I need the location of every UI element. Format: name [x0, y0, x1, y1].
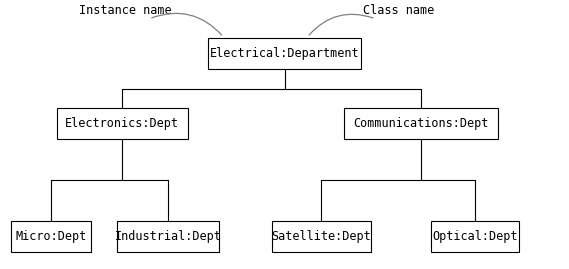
- FancyBboxPatch shape: [57, 108, 188, 139]
- Text: Micro:Dept: Micro:Dept: [15, 230, 87, 243]
- FancyBboxPatch shape: [11, 221, 91, 252]
- Text: Communications:Dept: Communications:Dept: [353, 117, 489, 130]
- FancyBboxPatch shape: [208, 38, 361, 69]
- Text: Electronics:Dept: Electronics:Dept: [65, 117, 179, 130]
- Text: Class name: Class name: [362, 4, 434, 17]
- Text: Electrical:Department: Electrical:Department: [210, 47, 359, 60]
- Text: Instance name: Instance name: [79, 4, 171, 17]
- Text: Optical:Dept: Optical:Dept: [432, 230, 518, 243]
- FancyBboxPatch shape: [271, 221, 371, 252]
- FancyBboxPatch shape: [431, 221, 519, 252]
- Text: Satellite:Dept: Satellite:Dept: [271, 230, 372, 243]
- FancyBboxPatch shape: [344, 108, 498, 139]
- FancyArrowPatch shape: [309, 14, 373, 35]
- Text: Industrial:Dept: Industrial:Dept: [114, 230, 221, 243]
- FancyArrowPatch shape: [152, 13, 222, 35]
- FancyBboxPatch shape: [117, 221, 219, 252]
